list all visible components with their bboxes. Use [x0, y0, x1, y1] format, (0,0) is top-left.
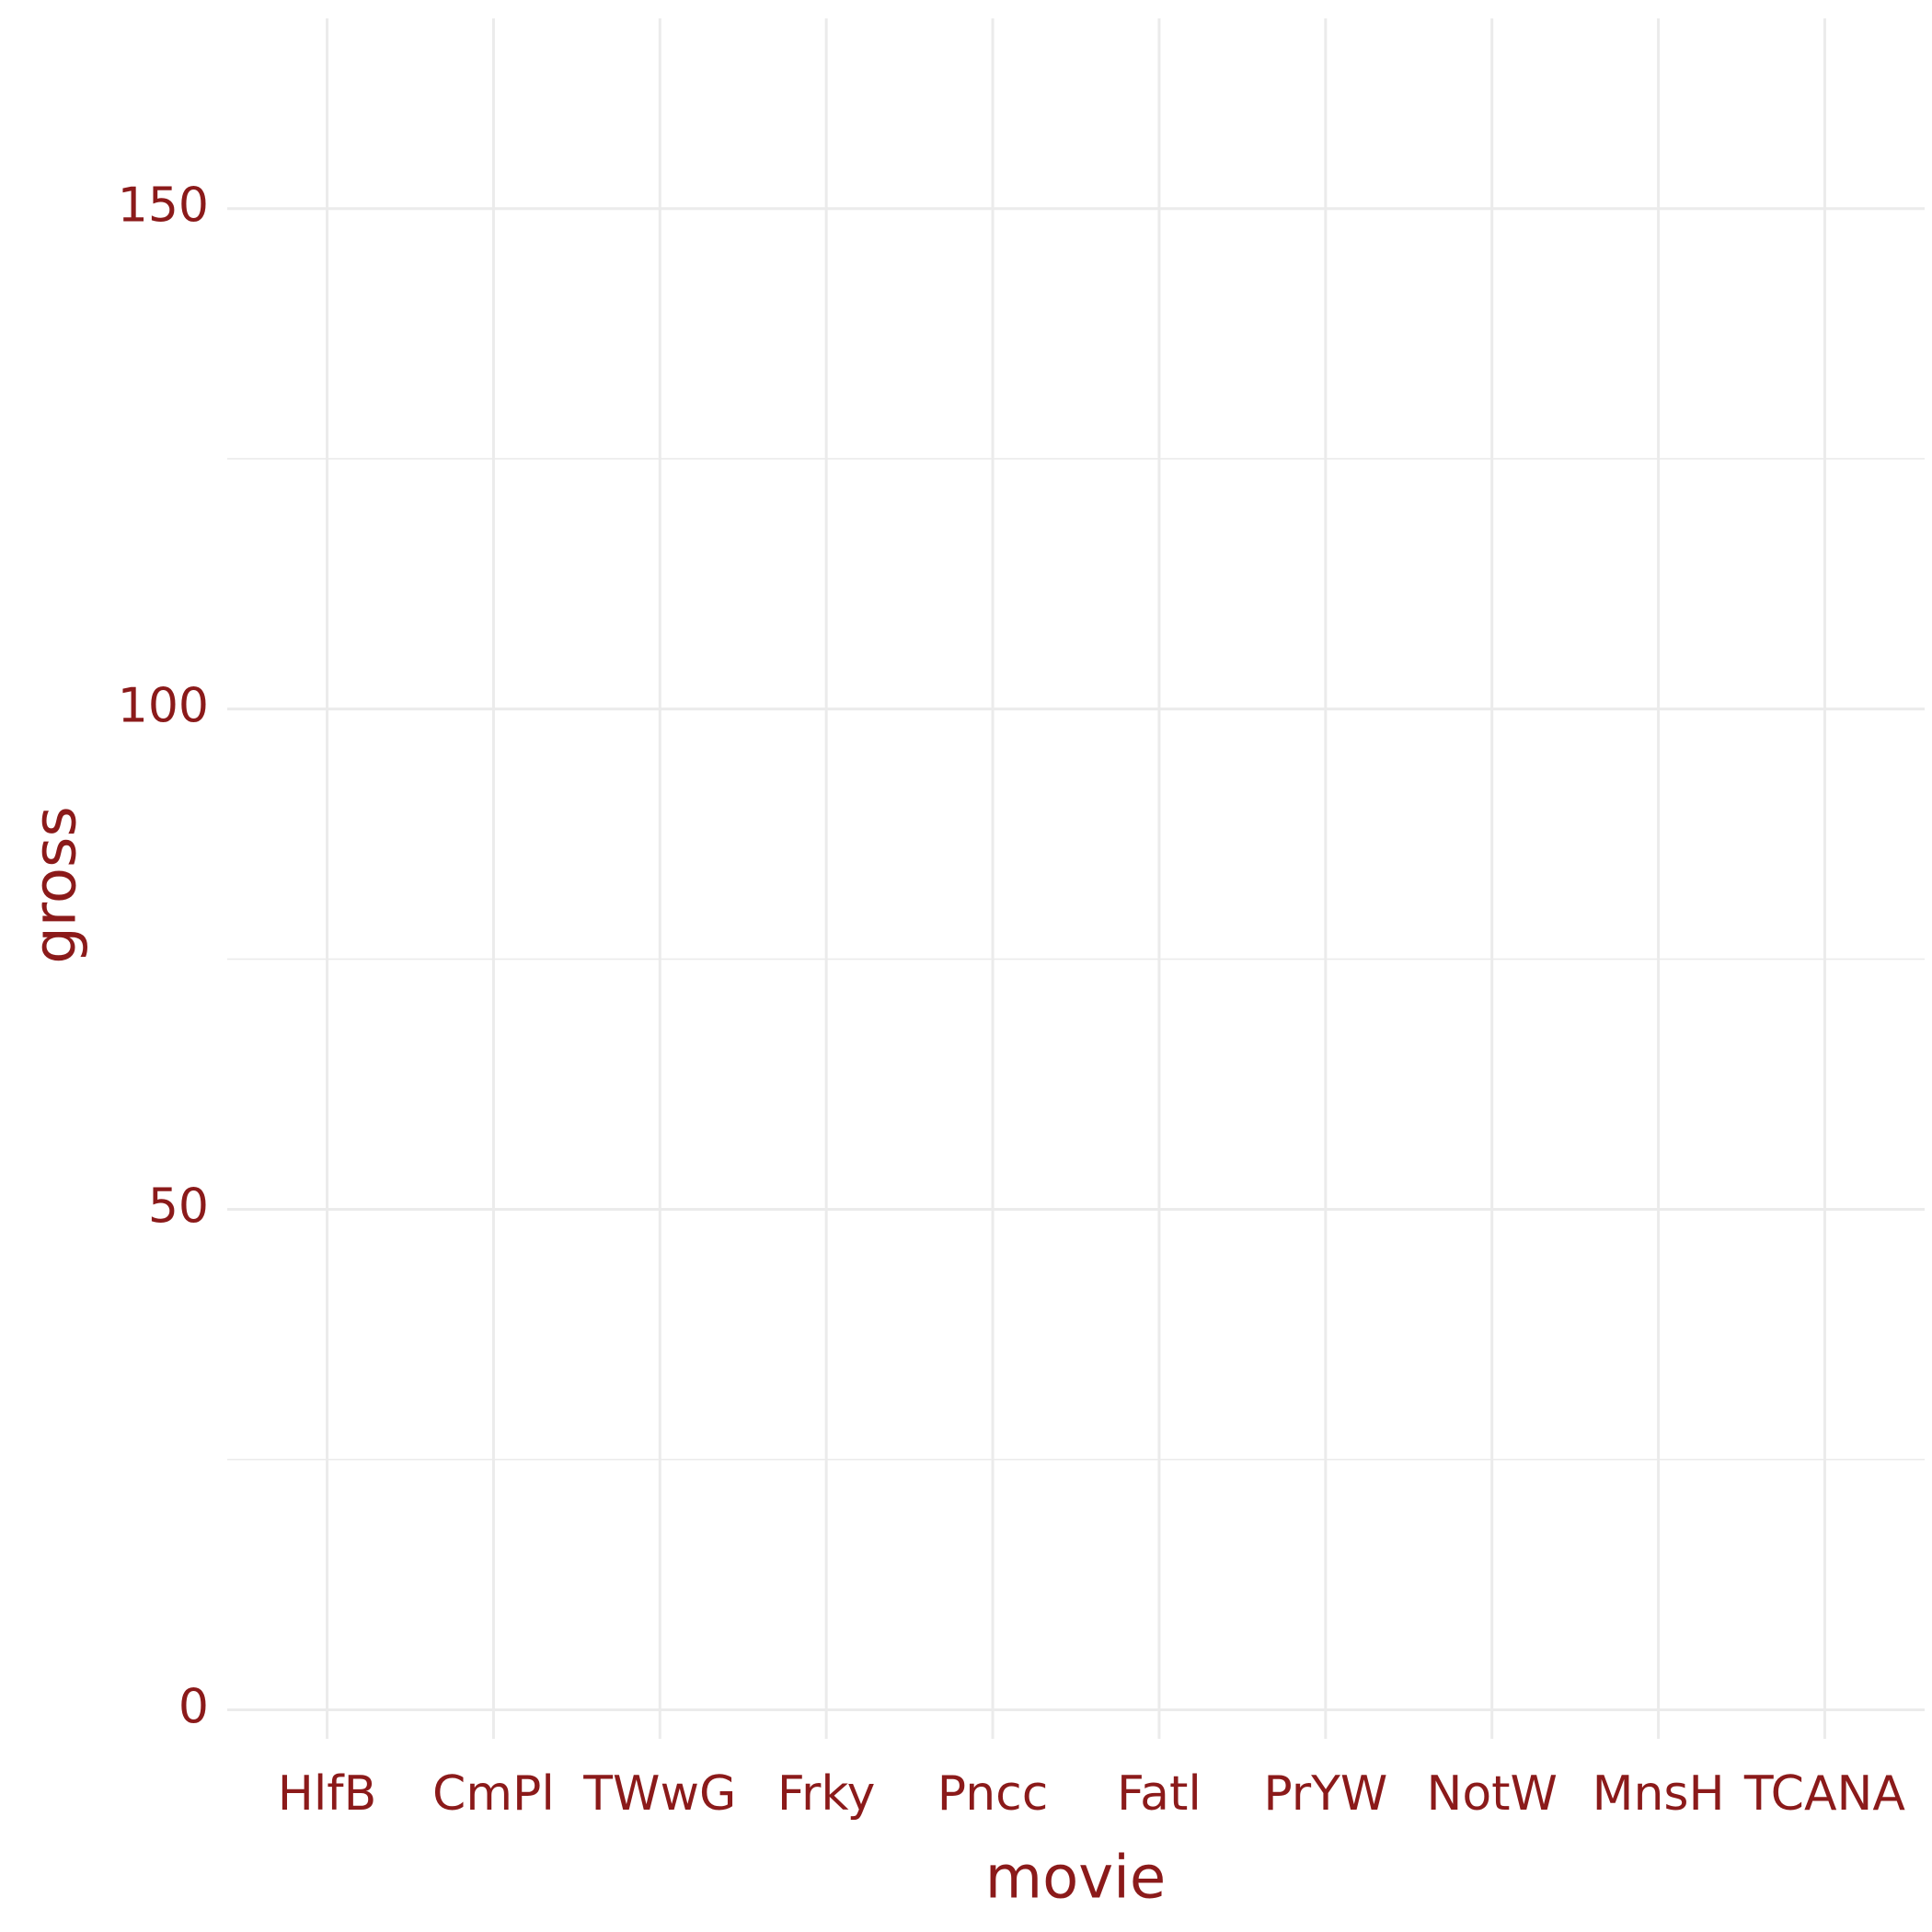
x-tick-label: PrYW: [1263, 1766, 1387, 1822]
x-tick-label: Pncc: [937, 1766, 1049, 1822]
y-tick-label: 150: [118, 178, 209, 234]
y-axis-title: gross: [22, 806, 90, 963]
x-tick-label: NotW: [1426, 1766, 1558, 1822]
x-tick-label: HlfB: [278, 1766, 377, 1822]
x-tick-label: TWwG: [582, 1766, 736, 1822]
x-tick-label: Frky: [777, 1766, 876, 1822]
x-tick-label: MnsH: [1593, 1766, 1725, 1822]
y-tick-label: 100: [118, 679, 209, 734]
x-tick-label: TCANA: [1743, 1766, 1905, 1822]
x-tick-label: CmPl: [432, 1766, 555, 1822]
x-axis-title: movie: [985, 1845, 1167, 1913]
x-tick-label: Fatl: [1117, 1766, 1202, 1822]
y-tick-label: 0: [178, 1679, 209, 1734]
y-tick-label: 50: [148, 1179, 209, 1235]
